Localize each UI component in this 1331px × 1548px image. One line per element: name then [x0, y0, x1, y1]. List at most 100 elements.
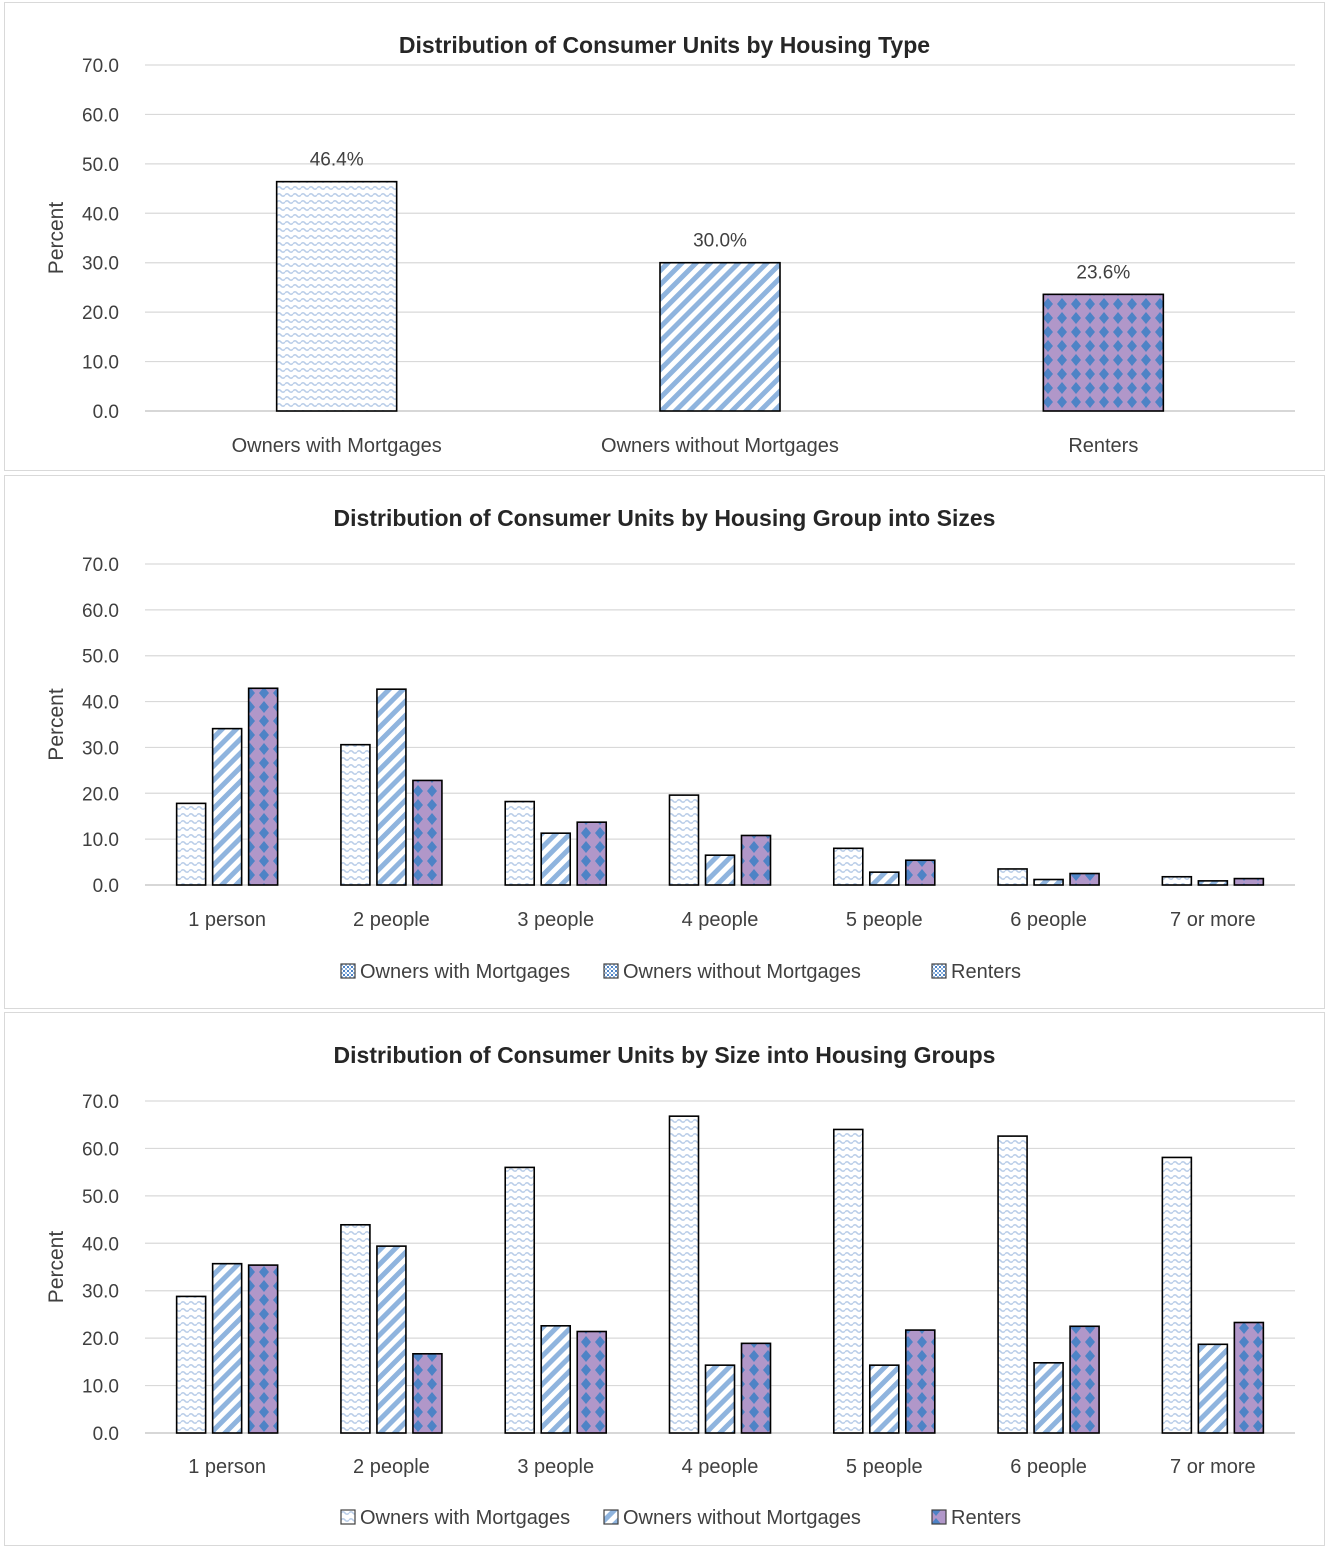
chart-title: Distribution of Consumer Units by Housin…: [334, 505, 996, 531]
housing-type-chart: Distribution of Consumer Units by Housin…: [45, 32, 1295, 457]
bar-owners-without-mortgages-1-person: [211, 727, 243, 886]
y-tick-label: 20.0: [82, 1329, 119, 1350]
x-tick-label: Renters: [1068, 435, 1138, 457]
bar-owners-with-mortgages-7-or-more: [1161, 1156, 1193, 1434]
x-tick-label: 5 people: [846, 1456, 923, 1478]
bar-owners-with-mortgages-6-people: [997, 868, 1028, 886]
y-tick-label: 60.0: [82, 601, 119, 622]
bar-renters-4-people: [740, 834, 772, 886]
bar-renters: [1042, 293, 1165, 412]
bar-owners-with-mortgages-4-people: [668, 1115, 700, 1434]
bar-owners-without-mortgages-7-or-more: [1197, 880, 1229, 886]
bar-owners-without-mortgages-2-people: [376, 1245, 407, 1434]
legend-swatch-renters: [931, 963, 947, 979]
bar-owners-with-mortgages-5-people: [832, 1128, 864, 1434]
bar-owners-without-mortgages-5-people: [868, 1364, 900, 1434]
bar-owners-without-mortgages-6-people: [1033, 1362, 1064, 1434]
y-axis-label: Percent: [45, 1231, 68, 1304]
x-tick-label: 2 people: [353, 1456, 430, 1478]
bar-owners-with-mortgages-4-people: [668, 794, 700, 886]
bar-owners-with-mortgages-1-person: [175, 802, 207, 886]
chart-panel-size-housing-groups: Distribution of Consumer Units by Size i…: [4, 1012, 1325, 1546]
y-tick-label: 20.0: [82, 784, 119, 805]
x-tick-label: 3 people: [517, 909, 594, 931]
x-tick-label: 7 or more: [1170, 1456, 1256, 1478]
bar-owners-with-mortgages-5-people: [832, 847, 864, 886]
legend-swatch-renters: [931, 1509, 947, 1525]
bar-renters-6-people: [1069, 872, 1100, 886]
bar-owners-without-mortgages-7-or-more: [1197, 1343, 1229, 1434]
y-tick-label: 60.0: [82, 105, 119, 126]
x-tick-label: 1 person: [188, 1456, 266, 1478]
y-tick-label: 30.0: [82, 738, 119, 759]
bar-renters-2-people: [412, 1352, 443, 1434]
legend-label-owners-without-mortgages: Owners without Mortgages: [623, 1507, 861, 1529]
bar-renters-5-people: [904, 859, 936, 886]
bar-owners-with-mortgages-3-people: [504, 1166, 536, 1434]
bar-renters-7-or-more: [1233, 1321, 1265, 1434]
bar-owners-without-mortgages-6-people: [1033, 878, 1064, 886]
data-label: 23.6%: [1076, 262, 1130, 283]
legend-label-owners-with-mortgages: Owners with Mortgages: [360, 1507, 570, 1529]
bar-renters-7-or-more: [1233, 877, 1265, 886]
chart-panel-housing-group-sizes: Distribution of Consumer Units by Housin…: [4, 475, 1325, 1009]
y-tick-label: 70.0: [82, 56, 119, 77]
bar-owners-with-mortgages-2-people: [340, 1223, 371, 1434]
y-tick-label: 70.0: [82, 1092, 119, 1113]
y-tick-label: 50.0: [82, 155, 119, 176]
chart-panel-housing-type: Distribution of Consumer Units by Housin…: [4, 2, 1325, 471]
bar-owners-with-mortgages-3-people: [504, 800, 536, 886]
bar-owners-with-mortgages: [275, 180, 398, 412]
y-tick-label: 50.0: [82, 647, 119, 668]
y-tick-label: 10.0: [82, 353, 119, 374]
y-tick-label: 10.0: [82, 1377, 119, 1398]
legend-label-owners-with-mortgages: Owners with Mortgages: [360, 961, 570, 983]
y-tick-label: 0.0: [93, 876, 119, 897]
bar-owners-without-mortgages-5-people: [868, 871, 900, 886]
bar-owners-with-mortgages-6-people: [997, 1135, 1028, 1434]
y-tick-label: 50.0: [82, 1187, 119, 1208]
bar-owners-without-mortgages-3-people: [540, 1325, 572, 1434]
y-axis-label: Percent: [45, 688, 68, 761]
housing-group-sizes-chart: Distribution of Consumer Units by Housin…: [45, 505, 1295, 983]
data-label: 30.0%: [693, 231, 747, 252]
y-tick-label: 40.0: [82, 693, 119, 714]
bar-owners-with-mortgages-2-people: [340, 743, 371, 886]
x-tick-label: 6 people: [1010, 1456, 1087, 1478]
bar-owners-without-mortgages-3-people: [540, 832, 572, 886]
x-tick-label: Owners with Mortgages: [232, 435, 442, 457]
x-tick-label: Owners without Mortgages: [601, 435, 839, 457]
legend-swatch-owners-without-mortgages: [603, 963, 619, 979]
bar-renters-3-people: [576, 821, 608, 886]
y-tick-label: 10.0: [82, 830, 119, 851]
bar-renters-1-person: [247, 1264, 279, 1434]
y-tick-label: 40.0: [82, 204, 119, 225]
legend-label-owners-without-mortgages: Owners without Mortgages: [623, 961, 861, 983]
legend-swatch-owners-with-mortgages: [340, 963, 356, 979]
bar-renters-1-person: [247, 687, 279, 886]
legend-label-renters: Renters: [951, 961, 1021, 983]
bar-renters-2-people: [412, 779, 443, 886]
y-tick-label: 60.0: [82, 1139, 119, 1160]
x-tick-label: 7 or more: [1170, 909, 1256, 931]
bar-renters-6-people: [1069, 1325, 1100, 1434]
bar-renters-4-people: [740, 1342, 772, 1434]
y-axis-label: Percent: [45, 202, 68, 275]
y-tick-label: 40.0: [82, 1234, 119, 1255]
chart-title: Distribution of Consumer Units by Size i…: [334, 1042, 996, 1068]
bar-owners-without-mortgages: [659, 261, 781, 412]
x-tick-label: 5 people: [846, 909, 923, 931]
bar-owners-with-mortgages-1-person: [175, 1295, 207, 1434]
bar-owners-without-mortgages-1-person: [211, 1262, 243, 1434]
x-tick-label: 3 people: [517, 1456, 594, 1478]
y-tick-label: 70.0: [82, 555, 119, 576]
y-tick-label: 0.0: [93, 402, 119, 423]
x-tick-label: 4 people: [682, 1456, 759, 1478]
x-tick-label: 6 people: [1010, 909, 1087, 931]
y-tick-label: 20.0: [82, 303, 119, 324]
legend-swatch-owners-with-mortgages: [340, 1509, 356, 1525]
bar-renters-5-people: [904, 1329, 936, 1434]
x-tick-label: 4 people: [682, 909, 759, 931]
bar-renters-3-people: [576, 1330, 608, 1434]
x-tick-label: 1 person: [188, 909, 266, 931]
